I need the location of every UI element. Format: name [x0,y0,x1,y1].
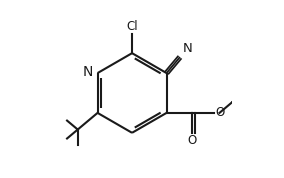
Text: O: O [188,134,197,147]
Text: Cl: Cl [126,20,138,33]
Text: N: N [83,65,93,79]
Text: O: O [216,106,225,119]
Text: N: N [183,43,193,56]
